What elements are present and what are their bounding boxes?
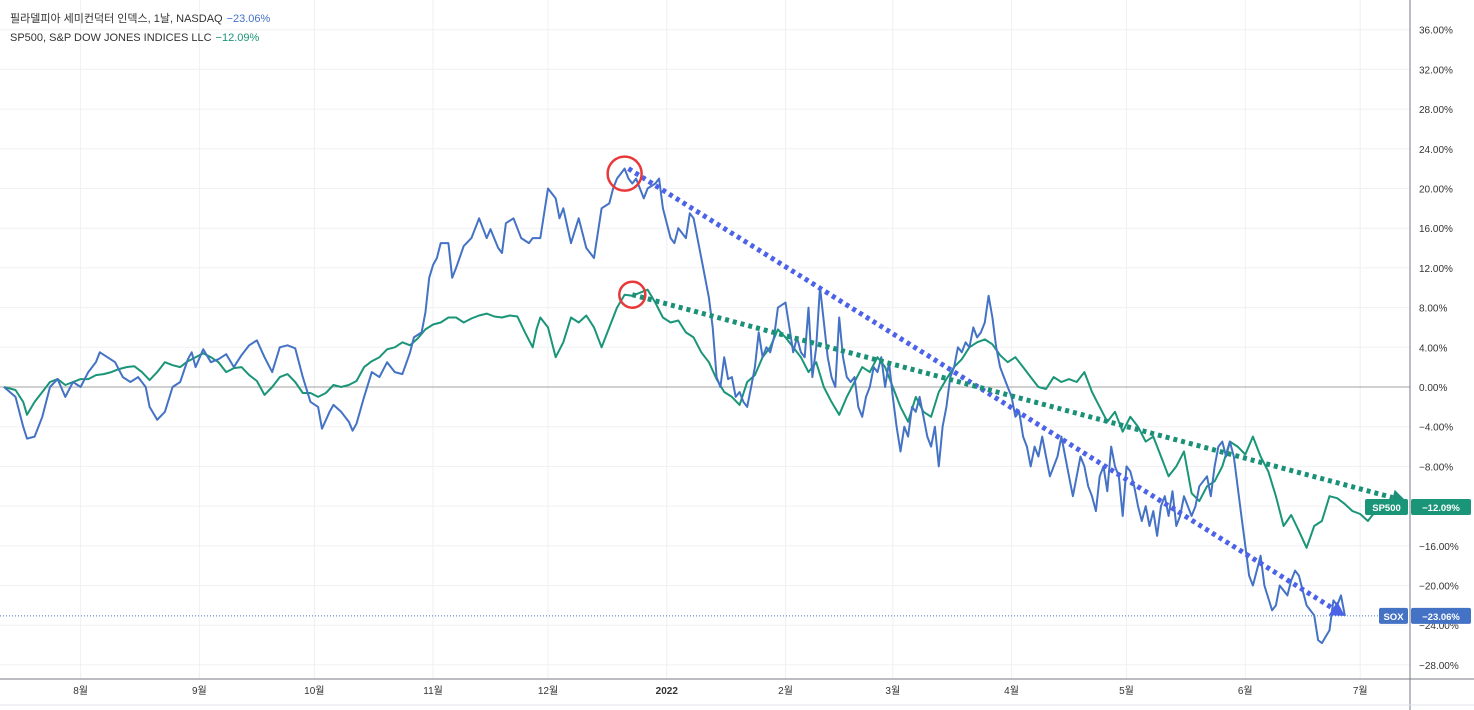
price-tag-sp500-name: SP500 <box>1372 503 1401 514</box>
y-tick-label: 36.00% <box>1419 26 1453 37</box>
x-tick-label: 11월 <box>423 685 443 697</box>
price-tag-sox-name-box <box>1379 607 1408 624</box>
sox-trend-arrow-head <box>1328 601 1345 616</box>
y-tick-label: −8.00% <box>1419 462 1453 473</box>
y-tick-label: −4.00% <box>1419 423 1453 434</box>
price-tag-sp500-name-box <box>1365 498 1408 515</box>
y-tick-label: −28.00% <box>1419 661 1459 672</box>
y-tick-label: 28.00% <box>1419 105 1453 116</box>
y-tick-label: 32.00% <box>1419 65 1453 76</box>
series-line-sp500 <box>3 288 1408 549</box>
sp500-trend-arrow-line <box>631 292 1394 500</box>
x-tick-label: 4월 <box>1004 685 1019 697</box>
y-tick-label: 12.00% <box>1419 264 1453 275</box>
y-tick-label: 16.00% <box>1419 224 1453 235</box>
x-tick-label: 12월 <box>538 685 558 697</box>
legend-value-sp500: −12.09% <box>215 32 260 44</box>
sox-trend-arrow-line <box>627 166 1335 611</box>
y-tick-label: −20.00% <box>1419 582 1459 593</box>
y-tick-label: −24.00% <box>1419 621 1459 632</box>
price-tag-sox-name: SOX <box>1383 612 1404 623</box>
x-tick-label: 5월 <box>1119 685 1134 697</box>
legend-row-sox[interactable]: 필라델피아 세미컨덕터 인덱스, 1날, NASDAQ −23.06% <box>10 10 270 29</box>
legend-value-sox: −23.06% <box>226 13 271 25</box>
y-tick-label: 24.00% <box>1419 145 1453 156</box>
y-tick-label: 8.00% <box>1419 304 1447 315</box>
price-tag-sox-value: −23.06% <box>1422 612 1460 623</box>
y-tick-label: 20.00% <box>1419 185 1453 196</box>
legend-label-sox: 필라델피아 세미컨덕터 인덱스, 1날, NASDAQ <box>10 13 223 25</box>
series-line-sox <box>3 167 1346 645</box>
y-tick-label: 4.00% <box>1419 343 1447 354</box>
x-tick-label: 7월 <box>1353 685 1368 697</box>
x-tick-label: 9월 <box>192 685 207 697</box>
price-tag-sp500-value-box <box>1411 498 1471 515</box>
x-tick-label: 10월 <box>304 685 324 697</box>
x-tick-label: 2022 <box>656 686 679 697</box>
x-tick-label: 3월 <box>885 685 900 697</box>
legend: 필라델피아 세미컨덕터 인덱스, 1날, NASDAQ −23.06% SP500… <box>10 10 270 48</box>
x-tick-label: 2월 <box>778 685 793 697</box>
legend-label-sp500: SP500, S&P DOW JONES INDICES LLC <box>10 32 212 44</box>
price-tag-sp500-value: −12.09% <box>1422 503 1460 514</box>
legend-row-sp500[interactable]: SP500, S&P DOW JONES INDICES LLC −12.09% <box>10 29 270 48</box>
y-tick-label: −16.00% <box>1419 542 1459 553</box>
x-tick-label: 8월 <box>73 685 88 697</box>
price-tag-sox-value-box <box>1411 607 1471 624</box>
x-tick-label: 6월 <box>1238 685 1253 697</box>
y-tick-label: 0.00% <box>1419 383 1447 394</box>
highlight-circle-2 <box>618 280 647 309</box>
highlight-circle-1 <box>606 155 643 192</box>
